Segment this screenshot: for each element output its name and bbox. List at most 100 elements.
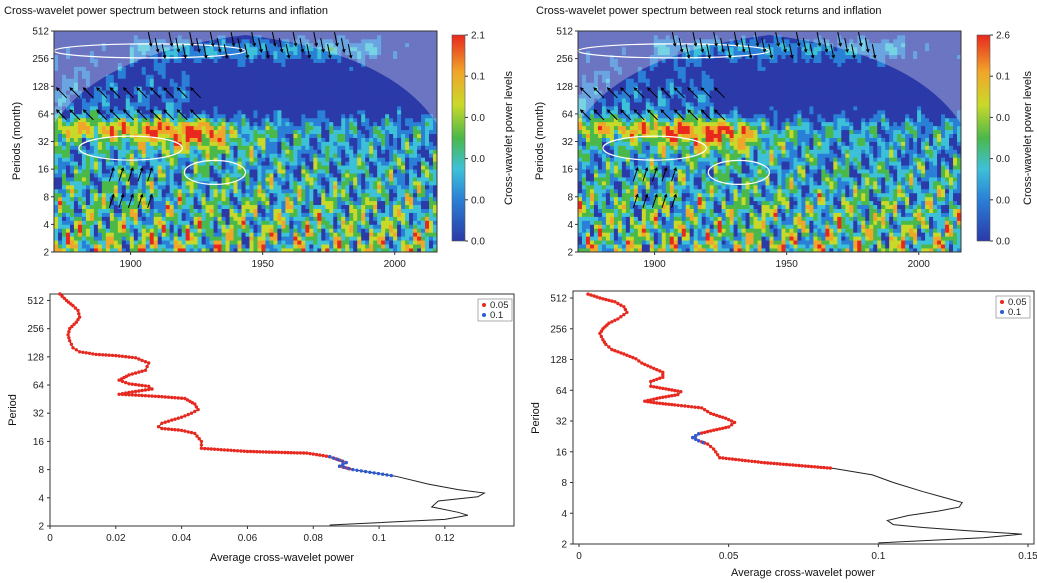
heatmap-cell — [313, 224, 317, 228]
heatmap-cell — [134, 122, 138, 126]
heatmap-cell — [90, 205, 94, 209]
heatmap-cell — [365, 149, 369, 153]
heatmap-cell — [301, 244, 305, 248]
heatmap-cell — [142, 205, 146, 209]
heatmap-cell — [285, 110, 289, 114]
heatmap-cell — [313, 67, 317, 71]
heatmap-cell — [365, 86, 369, 90]
heatmap-cell — [110, 118, 114, 122]
heatmap-cell — [134, 70, 138, 74]
heatmap-cell — [281, 94, 285, 98]
heatmap-cell — [345, 98, 349, 102]
heatmap-cell — [202, 106, 206, 110]
heatmap-cell — [269, 145, 273, 149]
heatmap-cell — [174, 244, 178, 248]
heatmap-cell — [341, 142, 345, 146]
heatmap-cell — [285, 240, 289, 244]
heatmap-cell — [110, 122, 114, 126]
heatmap-cell — [138, 145, 142, 149]
heatmap-cell — [385, 110, 389, 114]
heatmap-cell — [98, 244, 102, 248]
heatmap-cell — [313, 142, 317, 146]
heatmap-cell — [170, 134, 174, 138]
heatmap-cell — [210, 110, 214, 114]
heatmap-cell — [206, 236, 210, 240]
heatmap-cell — [269, 240, 273, 244]
heatmap-cell — [218, 236, 222, 240]
heatmap-cell — [54, 201, 58, 205]
heatmap-cell — [162, 98, 166, 102]
heatmap-cell — [357, 240, 361, 244]
heatmap-cell — [381, 138, 385, 142]
heatmap-cell — [285, 138, 289, 142]
heatmap-cell — [166, 94, 170, 98]
heatmap-cell — [385, 177, 389, 181]
heatmap-cell — [146, 193, 150, 197]
heatmap-cell — [265, 205, 269, 209]
heatmap-cell — [317, 78, 321, 82]
heatmap-cell — [305, 102, 309, 106]
heatmap-cell — [98, 142, 102, 146]
heatmap-cell — [257, 240, 261, 244]
heatmap-cell — [102, 145, 106, 149]
heatmap-cell — [218, 126, 222, 130]
heatmap-cell — [246, 157, 250, 161]
heatmap-cell — [86, 177, 90, 181]
heatmap-cell — [321, 94, 325, 98]
heatmap-cell — [353, 102, 357, 106]
heatmap-cell — [86, 220, 90, 224]
heatmap-cell — [198, 232, 202, 236]
heatmap-cell — [154, 244, 158, 248]
heatmap-cell — [297, 106, 301, 110]
heatmap-cell — [405, 181, 409, 185]
heatmap-cell — [273, 224, 277, 228]
heatmap-cell — [182, 216, 186, 220]
heatmap-cell — [305, 78, 309, 82]
heatmap-cell — [226, 220, 230, 224]
heatmap-cell — [257, 201, 261, 205]
heatmap-cell — [253, 106, 257, 110]
heatmap-cell — [369, 220, 373, 224]
heatmap-cell — [178, 197, 182, 201]
heatmap-cell — [333, 228, 337, 232]
heatmap-cell — [357, 161, 361, 165]
heatmap-cell — [285, 67, 289, 71]
heatmap-cell — [333, 193, 337, 197]
heatmap-cell — [122, 228, 126, 232]
heatmap-cell — [389, 193, 393, 197]
heatmap-cell — [182, 67, 186, 71]
heatmap-cell — [281, 232, 285, 236]
heatmap-cell — [341, 216, 345, 220]
heatmap-cell — [261, 228, 265, 232]
heatmap-cell — [337, 220, 341, 224]
heatmap-cell — [269, 39, 273, 43]
heatmap-cell — [401, 236, 405, 240]
heatmap-cell — [246, 70, 250, 74]
heatmap-cell — [202, 216, 206, 220]
heatmap-cell — [289, 149, 293, 153]
heatmap-cell — [345, 224, 349, 228]
heatmap-cell — [285, 213, 289, 217]
heatmap-cell — [226, 106, 230, 110]
heatmap-cell — [114, 181, 118, 185]
heatmap-cell — [182, 126, 186, 130]
heatmap-cell — [82, 94, 86, 98]
heatmap-cell — [329, 118, 333, 122]
heatmap-cell — [230, 59, 234, 63]
heatmap-cell — [321, 209, 325, 213]
heatmap-cell — [249, 153, 253, 157]
heatmap-cell — [389, 149, 393, 153]
heatmap-cell — [150, 185, 154, 189]
heatmap-cell — [86, 236, 90, 240]
heatmap-cell — [249, 232, 253, 236]
heatmap-cell — [106, 106, 110, 110]
heatmap-cell — [309, 106, 313, 110]
heatmap-cell — [170, 63, 174, 67]
heatmap-cell — [373, 122, 377, 126]
heatmap-cell — [281, 201, 285, 205]
heatmap-cell — [273, 201, 277, 205]
heatmap-cell — [289, 138, 293, 142]
heatmap-cell — [353, 232, 357, 236]
heatmap-cell — [281, 130, 285, 134]
heatmap-cell — [285, 236, 289, 240]
